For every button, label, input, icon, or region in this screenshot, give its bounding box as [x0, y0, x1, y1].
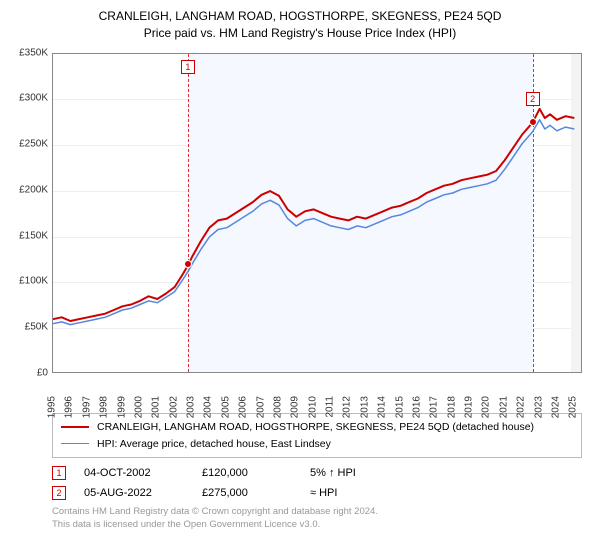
y-tick-label: £150K: [10, 230, 48, 241]
x-tick-label: 2021: [498, 396, 509, 418]
sales-table: 1 04-OCT-2002 £120,000 5% ↑ HPI 2 05-AUG…: [52, 466, 582, 500]
x-tick-label: 2009: [290, 396, 301, 418]
chart-area: £0£50K£100K£150K£200K£250K£300K£350K 12 …: [10, 47, 590, 407]
x-tick-label: 2015: [394, 396, 405, 418]
legend-item-hpi: HPI: Average price, detached house, East…: [61, 436, 573, 453]
x-tick-label: 2004: [203, 396, 214, 418]
x-tick-label: 2007: [255, 396, 266, 418]
legend: CRANLEIGH, LANGHAM ROAD, HOGSTHORPE, SKE…: [52, 413, 582, 459]
sale-hpi-2: ≈ HPI: [310, 487, 420, 499]
legend-label-property: CRANLEIGH, LANGHAM ROAD, HOGSTHORPE, SKE…: [97, 419, 534, 436]
sale-marker-2: 2: [52, 486, 66, 500]
x-tick-label: 2002: [168, 396, 179, 418]
x-axis-labels: 1995199619971998199920002001200220032004…: [52, 373, 582, 407]
x-tick-label: 2020: [481, 396, 492, 418]
x-tick-label: 2010: [307, 396, 318, 418]
title-line-1: CRANLEIGH, LANGHAM ROAD, HOGSTHORPE, SKE…: [10, 8, 590, 25]
x-tick-label: 2019: [464, 396, 475, 418]
x-tick-label: 1995: [47, 396, 58, 418]
chart-title: CRANLEIGH, LANGHAM ROAD, HOGSTHORPE, SKE…: [10, 8, 590, 43]
x-tick-label: 2024: [550, 396, 561, 418]
legend-label-hpi: HPI: Average price, detached house, East…: [97, 436, 331, 453]
x-tick-label: 2013: [359, 396, 370, 418]
title-line-2: Price paid vs. HM Land Registry's House …: [10, 25, 590, 42]
y-tick-label: £200K: [10, 184, 48, 195]
x-tick-label: 2003: [186, 396, 197, 418]
y-tick-label: £350K: [10, 47, 48, 58]
sale-row-1: 1 04-OCT-2002 £120,000 5% ↑ HPI: [52, 466, 582, 480]
legend-item-property: CRANLEIGH, LANGHAM ROAD, HOGSTHORPE, SKE…: [61, 419, 573, 436]
x-tick-label: 2006: [238, 396, 249, 418]
sale-date-2: 05-AUG-2022: [84, 487, 184, 499]
x-tick-label: 1997: [81, 396, 92, 418]
x-tick-label: 2011: [325, 396, 336, 418]
sale-number-box: 2: [526, 92, 540, 106]
sale-row-2: 2 05-AUG-2022 £275,000 ≈ HPI: [52, 486, 582, 500]
series-line-hpi: [53, 120, 574, 325]
x-tick-label: 2025: [568, 396, 579, 418]
x-tick-label: 2005: [220, 396, 231, 418]
plot-area: 12: [52, 53, 582, 373]
sale-price-1: £120,000: [202, 467, 292, 479]
x-tick-label: 2023: [533, 396, 544, 418]
y-tick-label: £100K: [10, 276, 48, 287]
footnote-line-1: Contains HM Land Registry data © Crown c…: [52, 506, 582, 519]
x-tick-label: 2008: [272, 396, 283, 418]
x-tick-label: 2014: [377, 396, 388, 418]
x-tick-label: 2022: [516, 396, 527, 418]
sale-dot: [529, 118, 537, 126]
x-tick-label: 2016: [411, 396, 422, 418]
footnote: Contains HM Land Registry data © Crown c…: [52, 506, 582, 532]
legend-swatch-hpi: [61, 443, 89, 444]
x-tick-label: 2012: [342, 396, 353, 418]
sale-number-box: 1: [181, 60, 195, 74]
x-tick-label: 1996: [64, 396, 75, 418]
series-line-property: [53, 109, 574, 321]
y-tick-label: £0: [10, 367, 48, 378]
sale-dot: [184, 260, 192, 268]
y-tick-label: £300K: [10, 93, 48, 104]
legend-swatch-property: [61, 426, 89, 428]
chart-container: { "title_line1": "CRANLEIGH, LANGHAM ROA…: [0, 0, 600, 538]
footnote-line-2: This data is licensed under the Open Gov…: [52, 519, 582, 532]
x-tick-label: 2000: [133, 396, 144, 418]
x-tick-label: 2017: [429, 396, 440, 418]
series-svg: [53, 54, 582, 373]
sale-marker-1: 1: [52, 466, 66, 480]
y-tick-label: £50K: [10, 322, 48, 333]
x-tick-label: 2001: [151, 396, 162, 418]
x-tick-label: 1999: [116, 396, 127, 418]
sale-price-2: £275,000: [202, 487, 292, 499]
x-tick-label: 2018: [446, 396, 457, 418]
sale-date-1: 04-OCT-2002: [84, 467, 184, 479]
y-tick-label: £250K: [10, 139, 48, 150]
sale-hpi-1: 5% ↑ HPI: [310, 467, 420, 479]
x-tick-label: 1998: [99, 396, 110, 418]
